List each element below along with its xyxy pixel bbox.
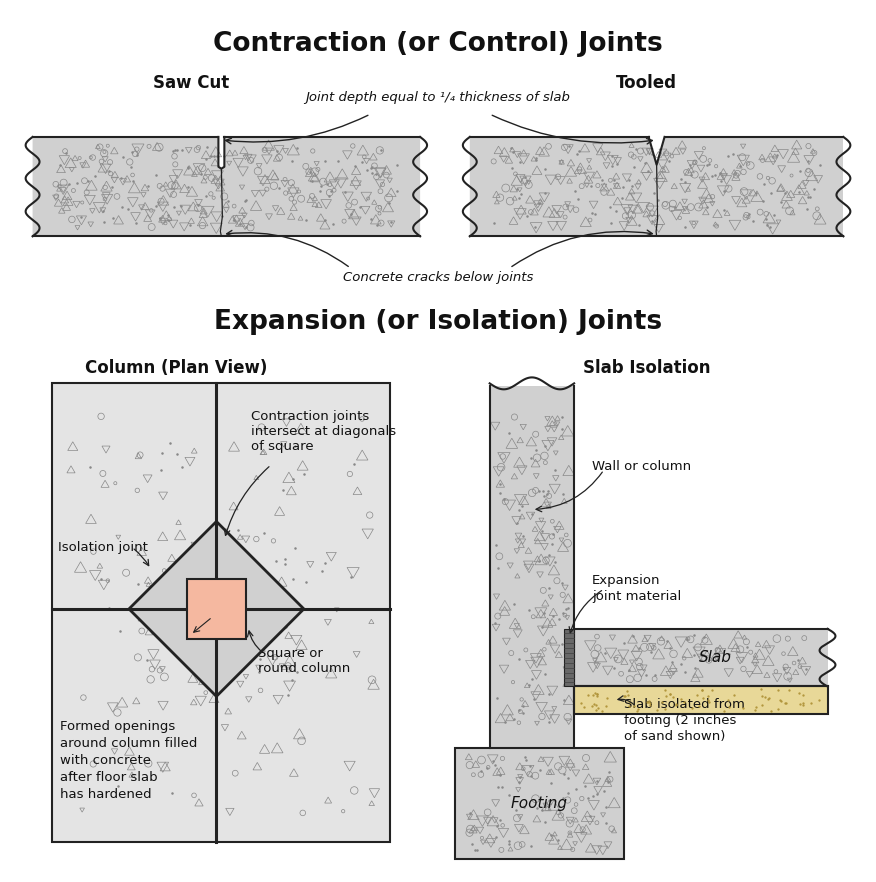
Polygon shape (490, 386, 574, 748)
Bar (455, 748, 624, 859)
Polygon shape (470, 137, 657, 236)
Text: Joint depth equal to ¹/₄ thickness of slab: Joint depth equal to ¹/₄ thickness of sl… (306, 91, 570, 104)
Text: Tooled: Tooled (616, 74, 677, 93)
Polygon shape (32, 137, 222, 236)
Text: Footing: Footing (511, 796, 568, 811)
Text: Contraction (or Control) Joints: Contraction (or Control) Joints (213, 31, 663, 56)
Polygon shape (222, 137, 420, 236)
Text: Formed openings
around column filled
with concrete
after floor slab
has hardened: Formed openings around column filled wit… (60, 721, 198, 801)
Text: Expansion
joint material: Expansion joint material (592, 574, 682, 603)
Text: Concrete cracks below joints: Concrete cracks below joints (343, 271, 533, 284)
Text: Slab Isolation: Slab Isolation (583, 358, 710, 377)
Text: Slab isolated from
footing (2 inches
of sand shown): Slab isolated from footing (2 inches of … (624, 699, 745, 744)
Text: Expansion (or Isolation) Joints: Expansion (or Isolation) Joints (214, 309, 662, 335)
Bar (187, 579, 246, 639)
Polygon shape (574, 629, 828, 686)
Text: Slab: Slab (699, 650, 732, 665)
Bar (574, 686, 828, 714)
Polygon shape (129, 521, 304, 697)
Text: Saw Cut: Saw Cut (153, 74, 230, 93)
Polygon shape (657, 137, 844, 236)
Bar (53, 384, 391, 842)
Text: Contraction joints
intersect at diagonals
of square: Contraction joints intersect at diagonal… (251, 410, 396, 453)
Bar (564, 629, 574, 686)
Text: Wall or column: Wall or column (592, 460, 691, 473)
Text: Square or
round column: Square or round column (258, 647, 350, 675)
Text: Isolation joint: Isolation joint (59, 541, 148, 554)
Text: Column (Plan View): Column (Plan View) (86, 358, 268, 377)
